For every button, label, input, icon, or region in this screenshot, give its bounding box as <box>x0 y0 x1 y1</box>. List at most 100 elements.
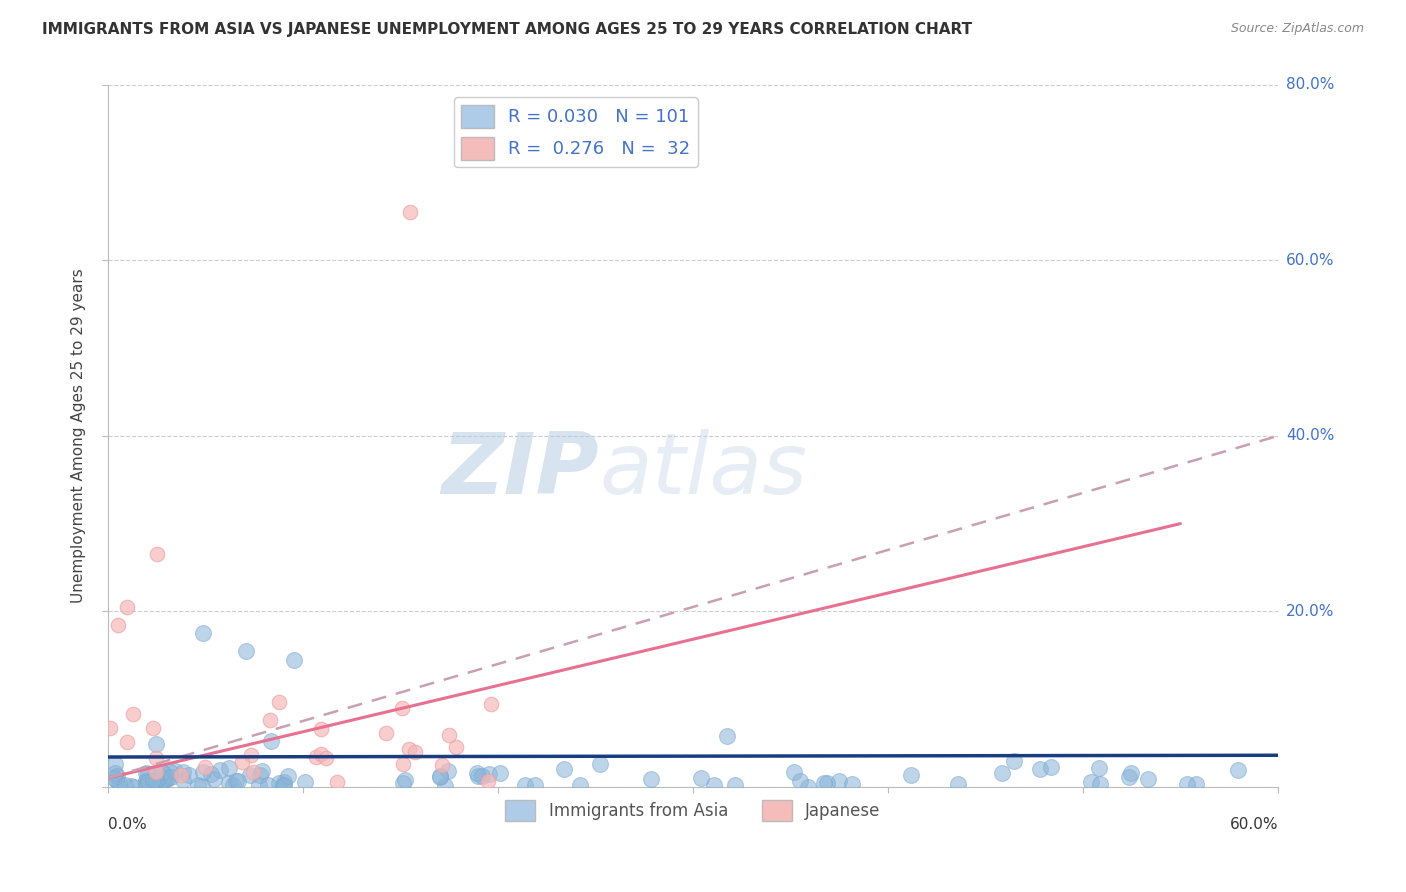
Point <box>789 773 811 788</box>
Point <box>437 728 460 742</box>
Point <box>187 778 209 792</box>
Point <box>135 766 157 780</box>
Point <box>277 769 299 783</box>
Point <box>828 774 851 789</box>
Point <box>267 694 290 708</box>
Point <box>467 769 489 783</box>
Point <box>900 768 922 782</box>
Point <box>1002 754 1025 768</box>
Point <box>689 772 711 786</box>
Point <box>249 767 271 781</box>
Point <box>145 751 167 765</box>
Point <box>1039 760 1062 774</box>
Point <box>841 777 863 791</box>
Point <box>273 778 295 792</box>
Text: 60.0%: 60.0% <box>1286 253 1334 268</box>
Legend: Immigrants from Asia, Japanese: Immigrants from Asia, Japanese <box>499 793 887 828</box>
Point <box>107 617 129 632</box>
Point <box>122 780 145 794</box>
Point <box>172 764 194 779</box>
Point <box>1080 774 1102 789</box>
Point <box>703 778 725 792</box>
Point <box>104 757 127 772</box>
Point <box>235 644 257 658</box>
Point <box>104 772 127 787</box>
Point <box>723 777 745 791</box>
Point <box>148 770 170 784</box>
Point <box>309 747 332 761</box>
Point <box>488 765 510 780</box>
Point <box>172 772 194 787</box>
Text: 20.0%: 20.0% <box>1286 604 1334 619</box>
Point <box>273 774 295 789</box>
Point <box>225 773 247 788</box>
Point <box>260 734 283 748</box>
Point <box>257 778 280 792</box>
Point <box>267 776 290 790</box>
Point <box>430 758 453 772</box>
Point <box>145 547 167 561</box>
Point <box>202 772 225 786</box>
Point <box>179 768 201 782</box>
Point <box>135 774 157 789</box>
Point <box>479 697 502 711</box>
Point <box>156 772 179 787</box>
Point <box>392 776 415 790</box>
Point <box>150 778 173 792</box>
Point <box>150 764 173 779</box>
Point <box>145 764 167 779</box>
Point <box>1087 760 1109 774</box>
Point <box>218 775 240 789</box>
Point <box>429 770 451 784</box>
Point <box>398 742 420 756</box>
Text: 0.0%: 0.0% <box>108 817 146 832</box>
Point <box>271 779 294 793</box>
Point <box>325 775 347 789</box>
Point <box>1029 762 1052 776</box>
Point <box>242 764 264 779</box>
Point <box>394 772 416 787</box>
Point <box>436 764 458 779</box>
Point <box>477 774 499 789</box>
Point <box>813 776 835 790</box>
Point <box>259 713 281 727</box>
Point <box>104 765 127 780</box>
Point <box>231 755 253 769</box>
Point <box>391 701 413 715</box>
Point <box>1121 765 1143 780</box>
Point <box>309 722 332 736</box>
Point <box>991 765 1014 780</box>
Point <box>163 764 186 779</box>
Point <box>193 765 215 780</box>
Point <box>122 707 145 722</box>
Point <box>239 768 262 782</box>
Point <box>107 769 129 783</box>
Point <box>429 769 451 783</box>
Point <box>478 766 501 780</box>
Point <box>1088 777 1111 791</box>
Point <box>194 760 217 774</box>
Point <box>228 774 250 789</box>
Text: atlas: atlas <box>599 429 807 513</box>
Text: Source: ZipAtlas.com: Source: ZipAtlas.com <box>1230 22 1364 36</box>
Point <box>150 764 173 779</box>
Point <box>515 779 537 793</box>
Point <box>433 779 456 793</box>
Point <box>399 205 422 219</box>
Text: ZIP: ZIP <box>441 429 599 513</box>
Point <box>152 773 174 788</box>
Point <box>946 777 969 791</box>
Point <box>783 764 806 779</box>
Point <box>294 775 316 789</box>
Point <box>283 652 305 666</box>
Point <box>98 721 121 735</box>
Point <box>145 773 167 788</box>
Point <box>145 737 167 751</box>
Point <box>135 773 157 788</box>
Point <box>640 772 662 787</box>
Point <box>305 749 328 764</box>
Point <box>191 780 214 794</box>
Point <box>142 772 165 787</box>
Point <box>1137 772 1160 786</box>
Point <box>107 776 129 790</box>
